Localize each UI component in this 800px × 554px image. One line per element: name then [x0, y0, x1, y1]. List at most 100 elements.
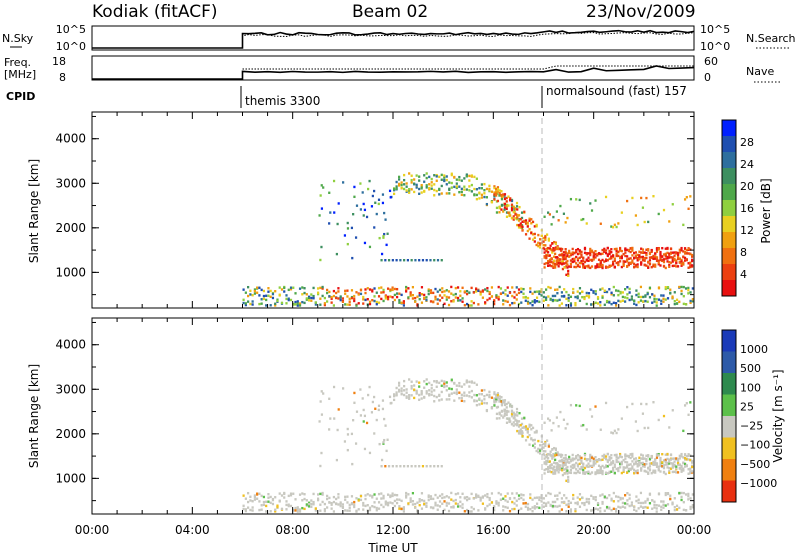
heatmap-cell — [560, 501, 564, 504]
heatmap-cell — [657, 212, 660, 216]
heatmap-cell — [330, 507, 333, 510]
xaxis-tick-label: 00:00 — [75, 523, 110, 537]
heatmap-cell — [535, 223, 538, 227]
heatmap-cell — [441, 502, 444, 505]
heatmap-cell — [664, 257, 667, 260]
heatmap-cell — [519, 430, 522, 433]
heatmap-cell — [620, 265, 623, 269]
heatmap-cell — [314, 507, 317, 510]
heatmap-cell — [645, 248, 648, 251]
heatmap-cell — [544, 450, 547, 453]
heatmap-cell — [626, 296, 629, 300]
heatmap-cell — [594, 290, 597, 293]
heatmap-cell — [403, 178, 406, 182]
heatmap-cell — [256, 497, 259, 500]
heatmap-cell — [590, 265, 594, 268]
heatmap-cell — [585, 302, 588, 306]
heatmap-cell — [592, 255, 595, 258]
heatmap-cell — [409, 291, 412, 294]
heatmap-cell — [418, 465, 421, 468]
heatmap-cell — [413, 182, 416, 185]
heatmap-cell — [545, 504, 548, 507]
heatmap-cell — [400, 387, 403, 390]
heatmap-cell — [691, 506, 694, 509]
heatmap-cell — [604, 457, 608, 461]
heatmap-cell — [646, 506, 649, 509]
heatmap-cell — [407, 493, 410, 496]
heatmap-cell — [628, 287, 631, 291]
heatmap-cell — [620, 461, 623, 465]
heatmap-cell — [633, 251, 636, 255]
heatmap-cell — [589, 459, 592, 463]
heatmap-cell — [567, 296, 570, 300]
heatmap-cell — [540, 440, 543, 443]
nsky-trace — [92, 29, 695, 49]
heatmap-cell — [567, 480, 570, 483]
heatmap-cell — [391, 288, 394, 292]
heatmap-cell — [592, 464, 595, 467]
heatmap-cell — [351, 462, 354, 466]
heatmap-cell — [655, 304, 658, 307]
heatmap-cell — [617, 299, 620, 303]
heatmap-cell — [564, 221, 567, 224]
heatmap-cell — [631, 455, 634, 458]
heatmap-cell — [445, 495, 448, 498]
heatmap-cell — [571, 251, 574, 254]
heatmap-cell — [610, 461, 613, 464]
heatmap-cell — [425, 390, 428, 393]
heatmap-cell — [657, 467, 660, 471]
heatmap-cell — [557, 425, 560, 428]
heatmap-cell — [380, 252, 384, 256]
heatmap-cell — [601, 258, 604, 262]
heatmap-cell — [622, 263, 625, 266]
heatmap-cell — [578, 252, 581, 255]
heatmap-cell — [668, 260, 671, 264]
heatmap-cell — [368, 302, 372, 306]
heatmap-cell — [498, 417, 501, 420]
heatmap-cell — [409, 293, 412, 296]
heatmap-cell — [689, 497, 692, 500]
heatmap-cell — [601, 252, 604, 255]
power-heatmap-cells — [242, 172, 694, 307]
heatmap-cell — [473, 393, 476, 397]
heatmap-cell — [512, 215, 515, 218]
heatmap-cell — [636, 263, 639, 266]
heatmap-cell — [364, 288, 367, 291]
heatmap-cell — [669, 247, 673, 250]
heatmap-cell — [518, 411, 521, 415]
heatmap-cell — [548, 247, 551, 250]
heatmap-cell — [393, 188, 396, 191]
heatmap-cell — [496, 392, 500, 395]
heatmap-cell — [432, 497, 435, 501]
heatmap-cell — [294, 292, 297, 295]
heatmap-cell — [630, 298, 633, 301]
heatmap-cell — [546, 233, 549, 236]
heatmap-cell — [554, 458, 557, 462]
heatmap-cell — [626, 265, 629, 268]
heatmap-cell — [484, 301, 487, 304]
heatmap-cell — [682, 500, 685, 504]
heatmap-cell — [645, 462, 648, 466]
heatmap-cell — [592, 251, 595, 254]
heatmap-cell — [599, 494, 602, 497]
heatmap-cell — [685, 458, 688, 461]
heatmap-cell — [678, 463, 681, 466]
heatmap-cell — [271, 502, 275, 506]
heatmap-cell — [668, 220, 671, 223]
heatmap-cell — [316, 287, 320, 290]
heatmap-cell — [350, 289, 354, 292]
heatmap-cell — [505, 411, 508, 414]
heatmap-cell — [513, 496, 516, 500]
heatmap-cell — [590, 509, 593, 512]
heatmap-cell — [543, 248, 546, 251]
heatmap-cell — [680, 289, 683, 293]
heatmap-cell — [619, 292, 622, 295]
heatmap-cell — [657, 465, 660, 468]
heatmap-cell — [531, 506, 534, 509]
heatmap-cell — [601, 265, 604, 268]
heatmap-cell — [559, 204, 562, 208]
heatmap-cell — [362, 420, 365, 423]
heatmap-cell — [292, 492, 295, 495]
heatmap-cell — [569, 471, 573, 475]
heatmap-cell — [375, 497, 378, 500]
